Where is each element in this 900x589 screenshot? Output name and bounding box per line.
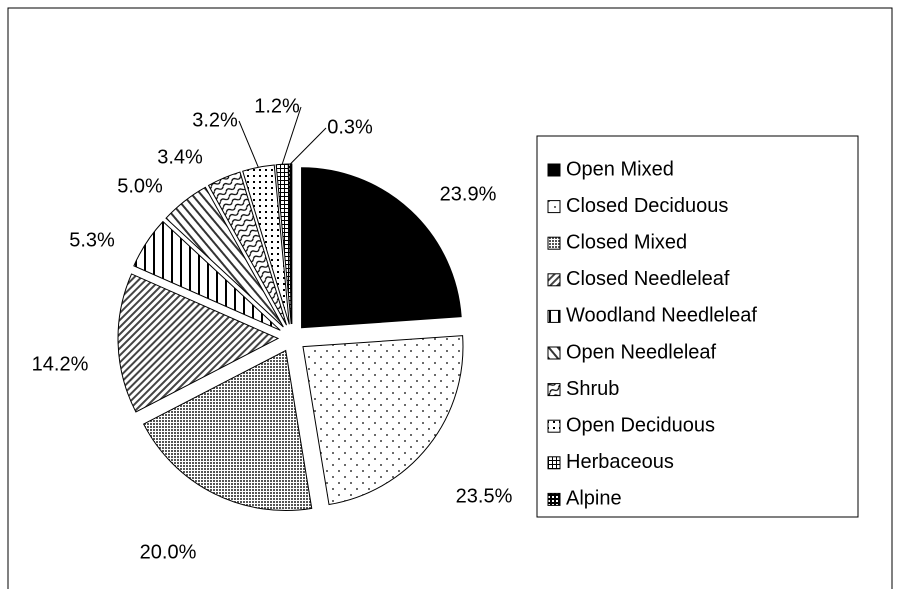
- legend-marker: [547, 383, 561, 397]
- legend-label: Closed Deciduous: [566, 195, 728, 217]
- legend-marker: [547, 456, 561, 470]
- data-label: 5.3%: [69, 229, 115, 251]
- legend-marker: [547, 273, 561, 287]
- legend-marker: [547, 236, 561, 250]
- legend-marker: [547, 163, 561, 177]
- pie-slice: [242, 164, 290, 325]
- pie-slice: [288, 163, 293, 325]
- legend-label: Open Needleleaf: [566, 341, 717, 363]
- pie-slice: [302, 335, 464, 506]
- legend-marker: [547, 200, 561, 214]
- data-label: 0.3%: [327, 116, 373, 138]
- pie-slice: [133, 220, 281, 331]
- legend-label: Alpine: [566, 488, 622, 510]
- leader-line: [290, 127, 327, 165]
- data-label: 23.9%: [440, 183, 497, 205]
- pie-slice: [142, 349, 313, 511]
- data-label: 3.2%: [192, 109, 238, 131]
- legend-marker: [547, 419, 561, 433]
- pie-slice: [165, 186, 284, 328]
- legend-label: Open Deciduous: [566, 414, 715, 436]
- legend-label: Woodland Needleleaf: [566, 305, 757, 327]
- pie-slice: [301, 167, 462, 329]
- data-label: 1.2%: [254, 95, 300, 117]
- data-label: 20.0%: [140, 541, 197, 563]
- data-label: 23.5%: [456, 485, 513, 507]
- legend-marker: [547, 346, 561, 360]
- leader-line: [238, 120, 259, 168]
- data-label: 14.2%: [32, 353, 89, 375]
- leader-line: [281, 106, 302, 165]
- legend-label: Closed Mixed: [566, 231, 687, 253]
- legend-label: Herbaceous: [566, 451, 674, 473]
- legend-label: Shrub: [566, 378, 619, 400]
- chart-border: [7, 7, 893, 589]
- legend-box: [536, 135, 859, 518]
- legend-label: Closed Needleleaf: [566, 268, 730, 290]
- data-label: 3.4%: [157, 146, 203, 168]
- pie-slice: [207, 171, 287, 326]
- legend-marker: [547, 309, 561, 323]
- pie-slice: [117, 273, 280, 413]
- data-label: 5.0%: [117, 175, 163, 197]
- legend-marker: [547, 492, 561, 506]
- legend-label: Open Mixed: [566, 158, 674, 180]
